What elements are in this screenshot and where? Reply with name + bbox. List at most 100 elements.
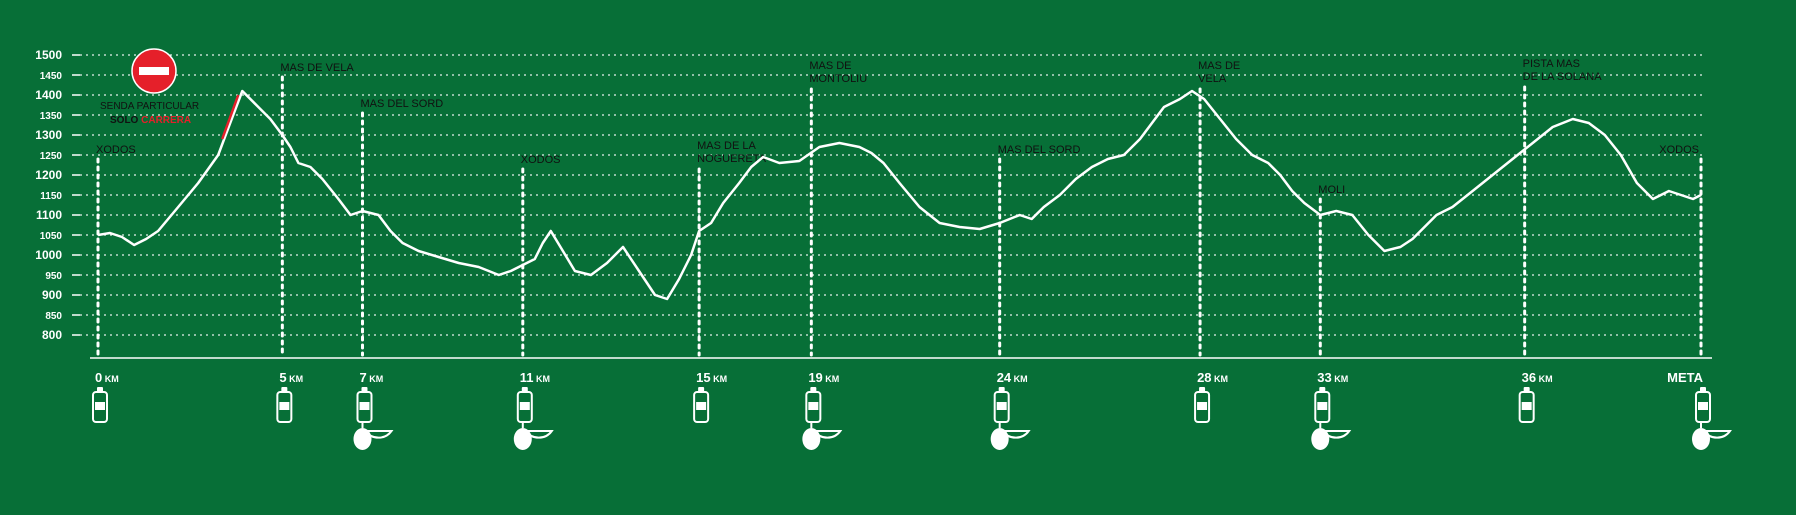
waypoint-label: PISTA MAS bbox=[1523, 58, 1580, 70]
bottle-icon-label bbox=[279, 402, 290, 410]
water-bottle-icon bbox=[693, 391, 710, 423]
km-label: 0 KM bbox=[95, 370, 119, 385]
pear-icon bbox=[990, 428, 1009, 450]
km-unit: KM bbox=[823, 374, 840, 384]
note-line-1: SENDA PARTICULAR bbox=[100, 101, 199, 112]
water-bottle-icon bbox=[1518, 391, 1535, 423]
pear-stem-icon bbox=[998, 421, 1001, 428]
km-value: 28 bbox=[1197, 370, 1211, 385]
bottle-icon-cap bbox=[97, 387, 103, 392]
y-tick-label: 950 bbox=[45, 271, 62, 282]
waypoint-label: NOGUERETA bbox=[697, 153, 767, 165]
elevation-line bbox=[97, 89, 1702, 301]
y-tick-label: 1050 bbox=[40, 231, 63, 242]
bottle-icon-label bbox=[1698, 402, 1708, 410]
waypoint-label: VELA bbox=[1198, 73, 1227, 85]
pear-stem-icon bbox=[810, 421, 813, 428]
pear-stem-icon bbox=[1700, 421, 1702, 428]
bottle-icon-label bbox=[1317, 402, 1328, 410]
km-unit: KM bbox=[534, 374, 551, 384]
km-label: 11 KM bbox=[520, 370, 550, 385]
km-label: 5 KM bbox=[279, 370, 303, 385]
km-label: 7 KM bbox=[359, 370, 383, 385]
km-unit: KM bbox=[1212, 374, 1229, 384]
km-label: 36 KM bbox=[1522, 370, 1553, 385]
bottle-icon-label bbox=[1197, 402, 1208, 410]
bottle-icon-cap bbox=[521, 387, 528, 392]
bottle-icon-cap bbox=[281, 387, 288, 392]
waypoint-label: MAS DE bbox=[1198, 60, 1240, 72]
waypoint-label: MAS DE bbox=[809, 60, 851, 72]
water-bottle-icon bbox=[92, 391, 108, 423]
water-bottle-icon bbox=[276, 391, 293, 423]
y-tick-label: 1400 bbox=[35, 88, 62, 102]
bottle-icon-cap bbox=[810, 387, 817, 392]
waypoint-label: XODOS bbox=[521, 154, 561, 166]
no-entry-bar bbox=[139, 67, 169, 75]
water-bottle-icon bbox=[993, 391, 1010, 423]
waypoint-label: MOLI bbox=[1318, 184, 1345, 196]
note-carrera: CARRERA bbox=[141, 115, 191, 126]
km-unit: KM bbox=[367, 374, 384, 384]
km-value: 11 bbox=[520, 370, 534, 385]
pear-icon bbox=[802, 428, 821, 450]
y-tick-label: 1150 bbox=[40, 191, 62, 202]
bottle-icon-cap bbox=[1199, 387, 1206, 392]
waypoint-label: XODOS bbox=[1659, 144, 1699, 156]
km-unit: KM bbox=[711, 374, 728, 384]
y-tick-label: 1100 bbox=[36, 208, 62, 222]
bottle-icon-label bbox=[808, 402, 819, 410]
km-label: 24 KM bbox=[997, 370, 1028, 385]
bottle-icon-cap bbox=[998, 387, 1005, 392]
restricted-segment bbox=[221, 94, 240, 140]
y-tick-label: 1000 bbox=[35, 248, 62, 262]
y-tick-label: 1300 bbox=[35, 128, 62, 142]
km-value: 5 bbox=[279, 370, 286, 385]
waypoint-label: MAS DEL SORD bbox=[998, 144, 1081, 156]
y-tick-label: 1450 bbox=[40, 71, 63, 82]
y-tick-label: 800 bbox=[42, 328, 62, 342]
pear-icon bbox=[1311, 428, 1330, 450]
waypoint-label: MAS DE VELA bbox=[280, 62, 354, 74]
km-unit: KM bbox=[1536, 374, 1553, 384]
km-value: 33 bbox=[1317, 370, 1331, 385]
bottle-icon-label bbox=[95, 402, 105, 410]
km-value: 19 bbox=[808, 370, 822, 385]
bottle-icon-label bbox=[359, 402, 370, 410]
pear-icon bbox=[513, 428, 532, 450]
bottle-icon-cap bbox=[1319, 387, 1326, 392]
km-label: 19 KM bbox=[808, 370, 839, 385]
bottle-icon-label bbox=[519, 402, 530, 410]
waypoint-label: DE LA SOLANA bbox=[1523, 71, 1603, 83]
pear-stem-icon bbox=[521, 421, 524, 428]
pear-icon bbox=[353, 428, 372, 450]
bottle-icon-cap bbox=[1523, 387, 1530, 392]
y-tick-label: 850 bbox=[45, 311, 62, 322]
water-bottle-icon bbox=[1695, 391, 1711, 423]
water-bottle-icon bbox=[1314, 391, 1331, 423]
km-value: 36 bbox=[1522, 370, 1536, 385]
km-value: 7 bbox=[359, 370, 366, 385]
bottle-icon-label bbox=[1521, 402, 1532, 410]
waypoint-label: MAS DEL SORD bbox=[360, 98, 443, 110]
y-tick-label: 1200 bbox=[35, 168, 62, 182]
km-label: META bbox=[1667, 370, 1703, 385]
note-solo: SOLO bbox=[110, 115, 141, 126]
km-value: 24 bbox=[997, 370, 1012, 385]
km-unit: KM bbox=[1332, 374, 1349, 384]
km-label: 33 KM bbox=[1317, 370, 1348, 385]
waypoint-label: XODOS bbox=[96, 144, 136, 156]
y-tick-label: 1250 bbox=[40, 151, 63, 162]
y-tick-label: 1350 bbox=[40, 111, 63, 122]
bottle-icon-label bbox=[996, 402, 1007, 410]
water-bottle-icon bbox=[1194, 391, 1211, 423]
waypoint-label: MAS DE LA bbox=[697, 140, 756, 152]
bottle-icon-cap bbox=[1700, 387, 1706, 392]
km-label: 15 KM bbox=[696, 370, 727, 385]
km-unit: KM bbox=[287, 374, 304, 384]
km-unit: KM bbox=[1011, 374, 1028, 384]
km-value: META bbox=[1667, 370, 1703, 385]
km-value: 0 bbox=[95, 370, 102, 385]
